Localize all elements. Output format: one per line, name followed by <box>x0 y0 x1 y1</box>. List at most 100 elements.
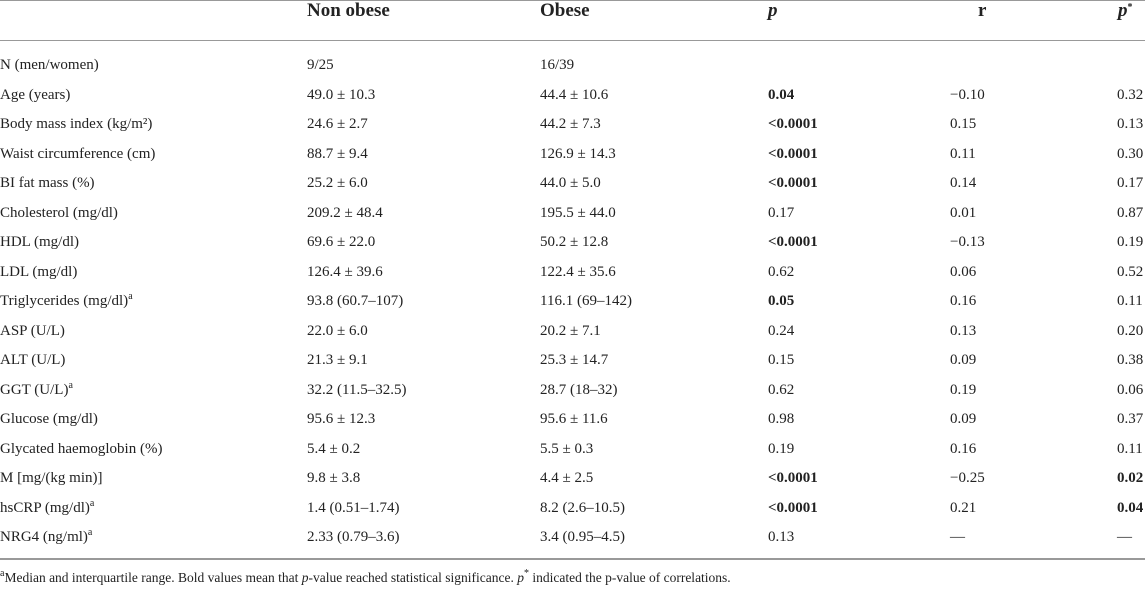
table-cell: <0.0001 <box>768 116 818 132</box>
label-text: Triglycerides (mg/dl) <box>0 293 129 309</box>
table-cell: 44.2 ± 7.3 <box>540 116 601 132</box>
top-rule <box>0 0 1145 1</box>
footnote-part: p <box>517 570 525 585</box>
table-cell: 28.7 (18–32) <box>540 381 618 398</box>
column-header: r <box>978 0 986 22</box>
header-text: r <box>978 0 987 21</box>
table-cell: 9.8 ± 3.8 <box>307 470 361 486</box>
table-cell: 22.0 ± 6.0 <box>307 322 368 339</box>
table-cell: 0.13 <box>1117 116 1144 132</box>
table-cell: 25.2 ± 6.0 <box>307 175 368 191</box>
table-cell: 0.17 <box>768 204 795 221</box>
footnote-part: indicated the p-value of correlations. <box>529 570 731 585</box>
table-cell: — <box>1117 529 1132 545</box>
row-label: Glycated haemoglobin (%) <box>0 440 162 458</box>
row-label: Triglycerides (mg/dl)a <box>0 292 133 310</box>
table-cell: 0.16 <box>950 440 977 457</box>
label-text: ASP (U/L) <box>0 322 65 339</box>
header-text: Non obese <box>307 0 390 21</box>
table-cell: 0.15 <box>768 352 795 368</box>
table-cell: 0.98 <box>768 411 795 427</box>
table-cell: 44.4 ± 10.6 <box>540 86 609 103</box>
header-superscript: * <box>1127 2 1133 13</box>
row-label: LDL (mg/dl) <box>0 263 77 281</box>
row-label: hsCRP (mg/dl)a <box>0 498 94 517</box>
row-label: Age (years) <box>0 86 70 104</box>
table-cell: 0.52 <box>1117 263 1144 280</box>
label-text: N (men/women) <box>0 57 99 73</box>
table-cell: 0.87 <box>1117 204 1144 221</box>
table-cell: <0.0001 <box>768 499 818 516</box>
table-cell: 88.7 ± 9.4 <box>307 145 368 162</box>
table-cell: <0.0001 <box>768 234 818 250</box>
label-text: NRG4 (ng/ml) <box>0 529 88 545</box>
table-cell: 126.9 ± 14.3 <box>540 145 616 162</box>
label-text: Body mass index (kg/m²) <box>0 116 153 132</box>
row-label: GGT (U/L)a <box>0 380 73 399</box>
label-text: ALT (U/L) <box>0 352 66 368</box>
table-cell: 20.2 ± 7.1 <box>540 322 601 339</box>
table-cell: 0.37 <box>1117 411 1144 427</box>
row-label: M [mg/(kg min)] <box>0 469 103 487</box>
table-cell: −0.13 <box>950 234 985 250</box>
table-cell: 69.6 ± 22.0 <box>307 234 376 250</box>
row-label: Body mass index (kg/m²) <box>0 115 152 133</box>
row-label: ALT (U/L) <box>0 351 65 369</box>
table-cell: 5.4 ± 0.2 <box>307 440 361 457</box>
table-cell: 0.32 <box>1117 86 1144 103</box>
footnote: aMedian and interquartile range. Bold va… <box>0 568 731 586</box>
table-cell: <0.0001 <box>768 145 818 162</box>
label-text: M [mg/(kg min)] <box>0 470 103 486</box>
table-cell: −0.10 <box>950 86 985 103</box>
table-cell: 1.4 (0.51–1.74) <box>307 499 400 516</box>
column-header: p <box>768 0 778 22</box>
table-cell: 44.0 ± 5.0 <box>540 175 601 191</box>
row-label: Cholesterol (mg/dl) <box>0 204 118 222</box>
table-cell: 0.06 <box>1117 381 1144 398</box>
row-label: Waist circumference (cm) <box>0 145 155 163</box>
table-cell: 0.11 <box>950 145 976 162</box>
row-label: HDL (mg/dl) <box>0 233 79 251</box>
table-cell: 0.01 <box>950 204 977 221</box>
row-label: N (men/women) <box>0 56 99 74</box>
label-text: Glycated haemoglobin (%) <box>0 440 163 457</box>
column-header: Non obese <box>307 0 390 22</box>
table-cell: 116.1 (69–142) <box>540 293 632 309</box>
table-cell: 0.19 <box>1117 234 1144 250</box>
table-cell: 0.11 <box>1117 440 1143 457</box>
table-cell: 8.2 (2.6–10.5) <box>540 499 625 516</box>
table-cell: 0.19 <box>768 440 795 457</box>
table-cell: 3.4 (0.95–4.5) <box>540 529 625 545</box>
table-cell: 126.4 ± 39.6 <box>307 263 383 280</box>
footnote-part: Median and interquartile range. Bold val… <box>4 570 302 585</box>
column-header: Obese <box>540 0 590 22</box>
label-text: LDL (mg/dl) <box>0 263 78 280</box>
header-text: p <box>1118 0 1128 21</box>
footnote-part: a <box>0 568 5 579</box>
footnote-part: -value reached statistical significance. <box>308 570 518 585</box>
table-cell: 0.13 <box>768 529 795 545</box>
row-label: Glucose (mg/dl) <box>0 410 98 428</box>
table-cell: — <box>950 529 965 545</box>
table-cell: 0.02 <box>1117 470 1144 486</box>
table-cell: 5.5 ± 0.3 <box>540 440 594 457</box>
table-cell: 93.8 (60.7–107) <box>307 293 404 309</box>
table-cell: 0.14 <box>950 175 977 191</box>
table-cell: 16/39 <box>540 57 575 73</box>
header-text: p <box>768 0 778 21</box>
table-cell: 122.4 ± 35.6 <box>540 263 616 280</box>
label-text: GGT (U/L) <box>0 381 69 398</box>
label-text: hsCRP (mg/dl) <box>0 499 90 516</box>
footnote-marker: a <box>128 291 133 302</box>
table-cell: 95.6 ± 12.3 <box>307 411 376 427</box>
table-cell: 4.4 ± 2.5 <box>540 470 594 486</box>
footnote-part: p <box>301 570 309 585</box>
row-label: NRG4 (ng/ml)a <box>0 528 92 546</box>
label-text: BI fat mass (%) <box>0 175 95 191</box>
table-cell: <0.0001 <box>768 175 818 191</box>
footnote-marker: a <box>87 527 93 538</box>
column-header: p* <box>1118 0 1133 22</box>
table-cell: <0.0001 <box>768 470 818 486</box>
footnote-part: * <box>524 568 530 579</box>
